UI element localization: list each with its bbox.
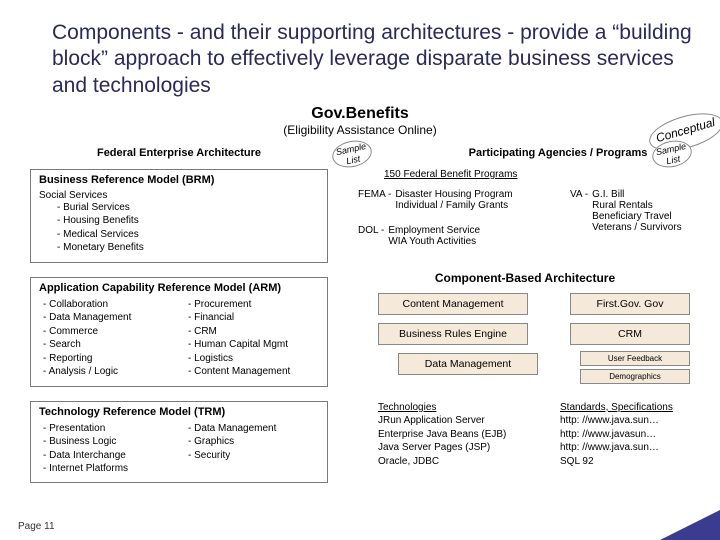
fea-title: Federal Enterprise Architecture: [30, 147, 328, 165]
list-item: Reporting: [39, 352, 174, 366]
list-item: Housing Benefits: [53, 214, 319, 228]
list-item: Analysis / Logic: [39, 365, 174, 379]
fema-label: FEMA -: [358, 189, 391, 211]
cba-bre: Business Rules Engine: [378, 323, 528, 345]
sample-badge-right: Sample List: [650, 137, 695, 171]
cba-feedback: User Feedback: [580, 351, 690, 366]
list-item: Veterans / Survivors: [592, 222, 681, 233]
list-item: Beneficiary Travel: [592, 211, 681, 222]
list-item: Oracle, JDBC: [378, 455, 538, 469]
list-item: Disaster Housing Program: [395, 189, 512, 200]
list-item: Medical Services: [53, 228, 319, 242]
gov-subheading: (Eligibility Assistance Online): [24, 123, 696, 137]
dol-label: DOL -: [358, 225, 384, 247]
list-item: Rural Rentals: [592, 200, 681, 211]
brm-list: Burial Services Housing Benefits Medical…: [53, 201, 319, 255]
arm-left-list: Collaboration Data Management Commerce S…: [39, 298, 174, 379]
list-item: Java Server Pages (JSP): [378, 441, 538, 455]
cba-data: Data Management: [398, 353, 538, 375]
list-item: Data Interchange: [39, 449, 174, 463]
list-item: SQL 92: [560, 455, 710, 469]
va-block: VA - G.I. Bill Rural Rentals Beneficiary…: [570, 189, 710, 233]
list-item: Burial Services: [53, 201, 319, 215]
list-item: Human Capital Mgmt: [184, 338, 319, 352]
trm-left-list: Presentation Business Logic Data Interch…: [39, 422, 174, 476]
list-item: http: //www.java.sun…: [560, 414, 710, 428]
tech-title: Technologies: [378, 401, 538, 415]
trm-box: Technology Reference Model (TRM) Present…: [30, 401, 328, 483]
corner-decoration: [660, 510, 720, 540]
cba-crm: CRM: [570, 323, 690, 345]
arm-right-list: Procurement Financial CRM Human Capital …: [184, 298, 319, 379]
list-item: Search: [39, 338, 174, 352]
cba-title: Component-Based Architecture: [358, 271, 692, 285]
page-number: Page 11: [18, 521, 55, 532]
slide-title: Components - and their supporting archit…: [52, 20, 692, 99]
list-item: Monetary Benefits: [53, 241, 319, 255]
list-item: Graphics: [184, 435, 319, 449]
list-item: Enterprise Java Beans (EJB): [378, 428, 538, 442]
list-item: http: //www.javasun…: [560, 428, 710, 442]
list-item: Commerce: [39, 325, 174, 339]
list-item: Content Management: [184, 365, 319, 379]
list-item: JRun Application Server: [378, 414, 538, 428]
trm-title: Technology Reference Model (TRM): [39, 406, 319, 418]
trm-right-list: Data Management Graphics Security: [184, 422, 319, 463]
cba-firstgov: First.Gov. Gov: [570, 293, 690, 315]
brm-title: Business Reference Model (BRM): [39, 174, 319, 186]
list-item: Business Logic: [39, 435, 174, 449]
list-item: Data Management: [39, 311, 174, 325]
list-item: Presentation: [39, 422, 174, 436]
list-item: Collaboration: [39, 298, 174, 312]
va-label: VA -: [570, 189, 588, 233]
brm-box: Business Reference Model (BRM) Social Se…: [30, 169, 328, 263]
list-item: Data Management: [184, 422, 319, 436]
list-item: Internet Platforms: [39, 462, 174, 476]
list-item: http: //www.java.sun…: [560, 441, 710, 455]
std-block: Standards, Specifications http: //www.ja…: [560, 401, 710, 469]
cba-content-mgmt: Content Management: [378, 293, 528, 315]
agencies-link[interactable]: 150 Federal Benefit Programs: [384, 169, 517, 180]
list-item: Logistics: [184, 352, 319, 366]
tech-block: Technologies JRun Application Server Ent…: [378, 401, 538, 469]
gov-heading: Gov.Benefits: [24, 105, 696, 123]
brm-group: Social Services: [39, 190, 319, 201]
arm-title: Application Capability Reference Model (…: [39, 282, 319, 294]
std-title: Standards, Specifications: [560, 401, 710, 415]
cba-demo: Demographics: [580, 369, 690, 384]
list-item: Employment Service: [388, 225, 480, 236]
fema-block: FEMA - Disaster Housing Program Individu…: [358, 189, 558, 211]
list-item: Individual / Family Grants: [395, 200, 512, 211]
list-item: G.I. Bill: [592, 189, 681, 200]
list-item: WIA Youth Activities: [388, 236, 480, 247]
arm-box: Application Capability Reference Model (…: [30, 277, 328, 387]
dol-block: DOL - Employment Service WIA Youth Activ…: [358, 225, 558, 247]
list-item: Procurement: [184, 298, 319, 312]
fea-title-text: Federal Enterprise Architecture: [30, 147, 328, 159]
agencies-link-text: 150 Federal Benefit Programs: [384, 169, 517, 180]
list-item: CRM: [184, 325, 319, 339]
sample-badge-left: Sample List: [330, 137, 375, 171]
list-item: Security: [184, 449, 319, 463]
list-item: Financial: [184, 311, 319, 325]
